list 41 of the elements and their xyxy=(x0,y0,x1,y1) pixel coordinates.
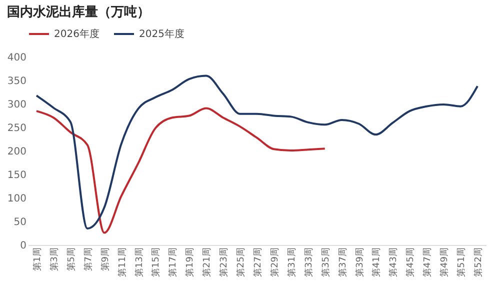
x-tick-label: 第1周 xyxy=(32,248,43,272)
legend-label: 2026年度 xyxy=(54,28,100,40)
x-tick-label: 第45周 xyxy=(405,248,416,277)
x-tick-label: 第7周 xyxy=(82,248,94,272)
y-tick-label: 200 xyxy=(7,146,26,158)
x-tick-label: 第33周 xyxy=(303,248,314,277)
y-tick-label: 50 xyxy=(14,217,26,228)
x-tick-label: 第39周 xyxy=(354,248,366,277)
x-tick-label: 第27周 xyxy=(252,248,264,277)
chart-title: 国内水泥出库量（万吨） xyxy=(6,4,150,20)
line-series xyxy=(35,74,479,230)
y-tick-label: 100 xyxy=(7,194,26,204)
x-tick-label: 第31周 xyxy=(286,248,298,277)
x-tick-label: 第3周 xyxy=(48,248,60,272)
y-tick-label: 250 xyxy=(7,123,26,134)
x-tick-label: 第9周 xyxy=(100,248,111,272)
x-tick-label: 第21周 xyxy=(202,248,213,277)
x-tick-label: 第51周 xyxy=(456,248,468,277)
x-tick-label: 第5周 xyxy=(66,248,77,272)
x-tick-label: 第17周 xyxy=(168,248,179,277)
y-tick-label: 150 xyxy=(7,170,26,181)
y-tick-label: 400 xyxy=(7,52,26,64)
x-tick-label: 第29周 xyxy=(269,248,280,277)
x-tick-label: 第43周 xyxy=(388,248,400,277)
x-tick-label: 第25周 xyxy=(236,248,247,277)
line-series xyxy=(35,107,326,234)
x-tick-label: 第19周 xyxy=(184,248,196,277)
legend-label: 2025年度 xyxy=(139,28,184,40)
x-tick-label: 第15周 xyxy=(150,248,162,277)
x-tick-label: 第49周 xyxy=(439,248,450,277)
x-tick-label: 第23周 xyxy=(218,248,230,277)
x-tick-label: 第41周 xyxy=(371,248,382,277)
x-tick-label: 第52周 xyxy=(473,248,484,277)
x-tick-label: 第35周 xyxy=(320,248,332,277)
x-tick-label: 第13周 xyxy=(134,248,145,277)
x-tick-label: 第47周 xyxy=(422,248,434,277)
y-tick-label: 300 xyxy=(7,100,26,110)
y-tick-label: 350 xyxy=(7,76,26,87)
x-tick-label: 第37周 xyxy=(337,248,348,277)
x-tick-label: 第11周 xyxy=(116,248,128,277)
y-tick-label: 0 xyxy=(20,240,26,252)
